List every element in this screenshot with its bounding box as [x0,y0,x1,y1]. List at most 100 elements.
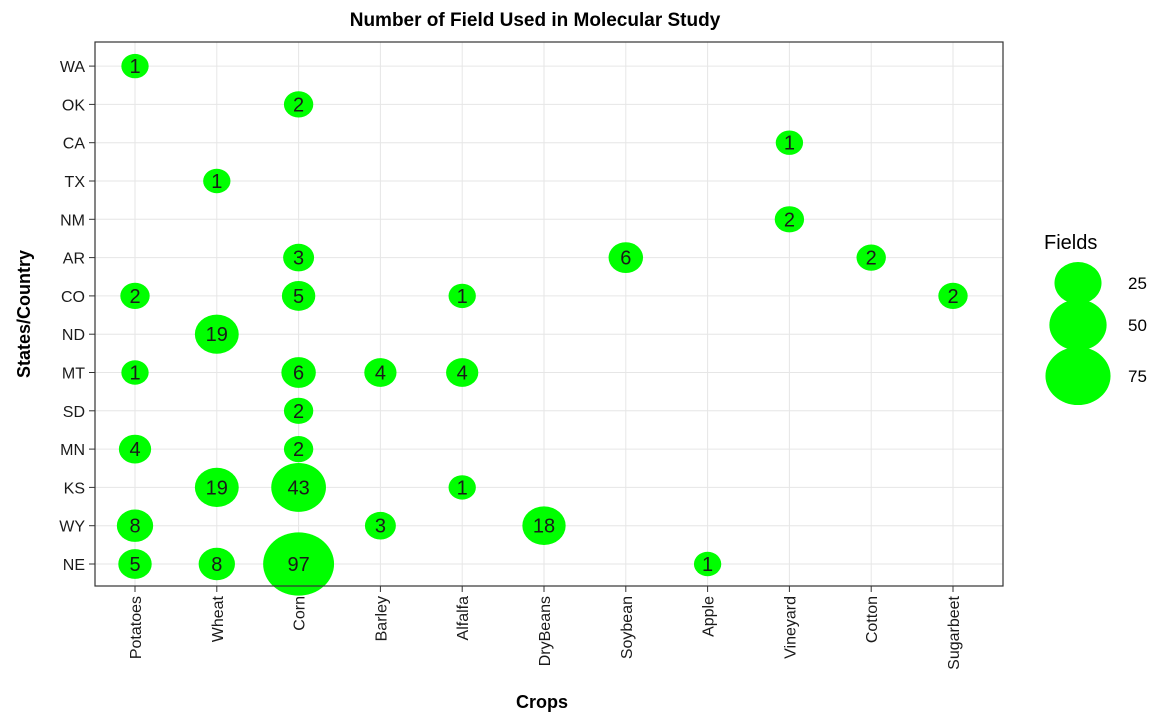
bubble-value-label: 6 [620,248,631,270]
bubble-value-label: 1 [129,56,140,78]
bubble-point: 8 [116,509,154,542]
bubble-value-label: 3 [293,248,304,270]
bubble-point: 1 [448,475,476,500]
bubble-mark [448,475,476,500]
y-tick-label: OK [62,97,85,114]
bubble-value-label: 4 [375,363,386,385]
y-tick-label: ND [62,327,85,344]
y-axis-ticks: NE WY KS MN SD MT ND CO AR NM TX CA OK WA [59,59,95,574]
bubble-point: 4 [118,434,152,464]
bubble-mark [118,549,152,579]
bubble-value-label: 5 [129,554,140,576]
bubble-point: 1 [448,283,476,309]
bubble-mark [194,467,239,507]
y-tick-label: MN [60,442,85,459]
bubble-mark [194,314,239,354]
bubble-value-label: 5 [293,286,304,308]
bubble-point: 2 [283,91,314,118]
bubble-point: 3 [283,243,315,272]
bubble-point: 2 [283,435,314,463]
bubble-mark [116,509,154,542]
bubble-point: 4 [364,358,397,387]
bubble-value-label: 97 [287,554,309,576]
legend-key-label: 25 [1128,274,1147,293]
bubble-point: 6 [608,242,644,273]
bubble-point: 5 [281,280,316,311]
bubble-mark [283,243,315,272]
bubble-value-label: 4 [457,363,468,385]
bubble-point: 1 [121,53,149,79]
bubble-point: 5 [118,549,152,579]
plot-panel-border [94,41,1004,587]
bubble-point: 1 [203,168,231,194]
bubble-point: 2 [774,206,805,233]
bubble-point: 4 [446,358,479,387]
bubble-mark [522,506,566,546]
bubble-point: 19 [194,467,239,507]
grid-lines [95,42,1003,586]
bubble-value-label: 2 [784,209,795,231]
bubble-mark [121,360,149,385]
bubble-point: 2 [856,244,886,271]
bubble-point: 3 [364,511,396,540]
bubble-value-label: 2 [293,439,304,461]
bubble-point: 18 [522,506,566,546]
legend-key-label: 75 [1128,367,1147,386]
x-axis-ticks: Potatoes Wheat Corn Barley Alfalfa DryBeans So… [128,586,963,670]
x-axis-title: Crops [516,692,568,712]
bubble-mark [281,357,316,388]
legend-key-circle [1049,299,1107,351]
bubble-value-label: 2 [947,286,958,308]
bubble-mark [198,547,235,581]
bubble-point: 1 [121,360,149,385]
bubble-value-label: 1 [457,286,468,308]
bubble-mark [774,206,805,233]
bubble-mark [775,130,804,155]
y-tick-label: AR [63,251,85,268]
bubble-mark [283,435,314,463]
bubble-value-label: 8 [129,516,140,538]
legend-title: Fields [1044,232,1097,254]
bubble-point: 2 [120,282,150,310]
bubble-value-label: 1 [457,477,468,499]
y-tick-label: SD [63,404,85,421]
y-tick-label: KS [64,480,85,497]
y-tick-label: TX [65,174,86,191]
bubble-mark [938,282,968,310]
bubble-mark [364,358,397,387]
x-tick-label: Soybean [619,596,636,659]
bubble-value-label: 1 [129,363,140,385]
legend-key-circle [1054,262,1102,304]
bubble-value-label: 2 [293,401,304,423]
legend-key-circle [1045,346,1111,406]
bubble-point: 97 [263,532,335,596]
x-tick-label: Wheat [210,595,227,642]
bubble-mark [281,280,316,311]
bubble-value-label: 8 [211,554,222,576]
bubble-mark [203,168,231,194]
bubble-mark [608,242,644,273]
x-tick-label: DryBeans [537,596,554,666]
bubble-mark [693,551,722,577]
y-tick-label: CO [61,289,85,306]
legend-key-label: 50 [1128,316,1147,335]
bubble-value-label: 2 [866,248,877,270]
bubble-value-label: 19 [206,324,228,346]
bubble-value-label: 18 [533,516,555,538]
chart-title: Number of Field Used in Molecular Study [350,10,721,31]
y-tick-label: MT [62,366,85,383]
bubble-mark [364,511,396,540]
bubble-point: 2 [283,397,314,424]
x-tick-label: Barley [373,596,390,641]
bubble-mark [263,532,335,596]
bubble-value-label: 19 [206,477,228,499]
bubble-value-label: 2 [293,94,304,116]
bubble-mark [121,53,149,79]
bubble-point: 2 [938,282,968,310]
bubble-point: 1 [775,130,804,155]
bubble-mark [283,91,314,118]
bubble-mark [120,282,150,310]
bubble-value-label: 1 [702,554,713,576]
bubble-mark [448,283,476,309]
